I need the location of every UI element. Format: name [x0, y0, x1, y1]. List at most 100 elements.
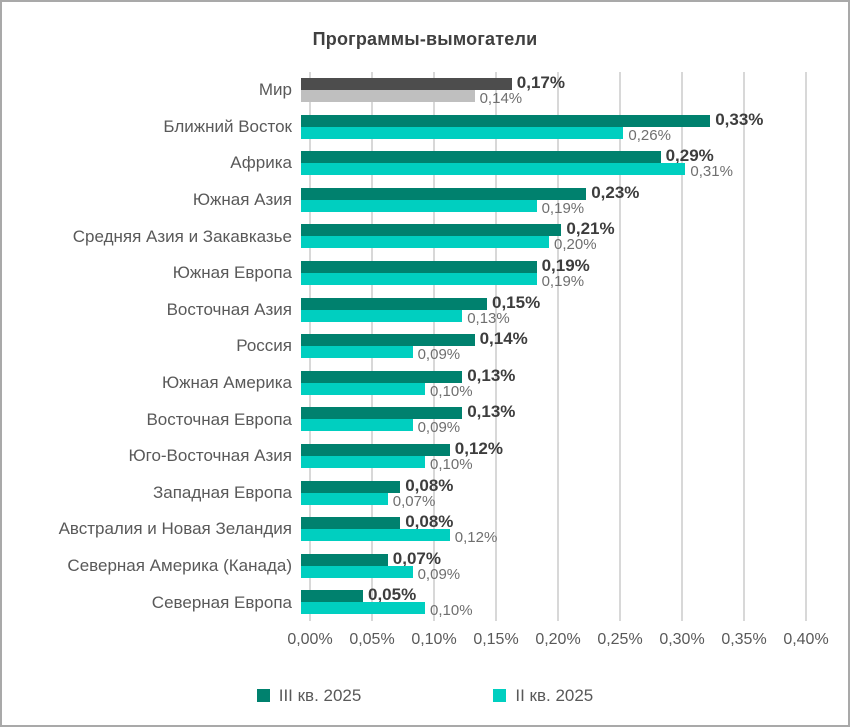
- chart-row: Южная Америка 0,13% 0,10%: [2, 365, 848, 402]
- value-label-q3: 0,19%: [541, 255, 590, 275]
- bar-q2-2025: [301, 346, 413, 359]
- chart-row: Восточная Азия 0,15% 0,13%: [2, 292, 848, 329]
- chart-row: Австралия и Новая Зеландия 0,08% 0,12%: [2, 511, 848, 548]
- bar-group: 0,14% 0,09%: [301, 328, 797, 365]
- bar-group: 0,13% 0,10%: [301, 365, 797, 402]
- chart-row: Южная Европа 0,19% 0,19%: [2, 255, 848, 292]
- bar-q3-2025: [301, 297, 487, 310]
- x-tick-label: 0,30%: [659, 630, 705, 648]
- bar-q3-2025: [301, 590, 363, 603]
- bar-group: 0,12% 0,10%: [301, 438, 797, 475]
- value-label-q2: 0,14%: [479, 90, 523, 107]
- gridline: [433, 72, 435, 621]
- bar-q3-2025: [301, 443, 450, 456]
- category-label: Россия: [236, 336, 292, 356]
- value-label-q2: 0,19%: [541, 199, 585, 217]
- value-label-q2: 0,07%: [392, 492, 436, 510]
- category-label: Южная Америка: [161, 373, 292, 393]
- x-tick-label: 0,10%: [411, 630, 457, 648]
- category-label: Северная Европа: [151, 592, 292, 612]
- chart-row: Северная Америка (Канада) 0,07% 0,09%: [2, 548, 848, 585]
- chart-row: Южная Азия 0,23% 0,19%: [2, 182, 848, 219]
- bar-q2-2025: [301, 126, 624, 139]
- x-tick-label: 0,25%: [597, 630, 643, 648]
- bar-q3-2025: [301, 370, 463, 383]
- bar-q2-2025: [301, 602, 425, 615]
- bar-group: 0,23% 0,19%: [301, 182, 797, 219]
- x-tick-label: 0,05%: [349, 630, 395, 648]
- x-tick-label: 0,00%: [287, 630, 333, 648]
- legend-item-q3-2025: III кв. 2025: [256, 685, 362, 706]
- value-label-q2: 0,09%: [417, 419, 461, 437]
- bar-q3-2025: [301, 78, 512, 90]
- category-label: Западная Европа: [152, 482, 292, 502]
- bar-q2-2025: [301, 492, 388, 505]
- x-tick-label: 0,40%: [783, 630, 829, 648]
- category-label: Австралия и Новая Зеландия: [58, 519, 292, 539]
- category-label: Северная Америка (Канада): [67, 556, 292, 576]
- value-label-q2: 0,09%: [417, 346, 461, 364]
- chart-row: Восточная Европа 0,13% 0,09%: [2, 401, 848, 438]
- legend: III кв. 2025 II кв. 2025: [2, 685, 848, 707]
- bar-q2-2025: [301, 382, 425, 395]
- legend-label-q2: II кв. 2025: [515, 685, 594, 705]
- chart-row: Африка 0,29% 0,31%: [2, 145, 848, 182]
- plot-area: Мир 0,17% 0,14% Ближний Восток 0,33% 0,26% Афр…: [2, 72, 848, 621]
- bar-q2-2025: [301, 236, 549, 249]
- bar-q2-2025: [301, 272, 537, 285]
- bar-q2-2025: [301, 90, 475, 102]
- value-label-q2: 0,10%: [430, 455, 473, 473]
- value-label-q3: 0,33%: [715, 109, 764, 129]
- bar-q3-2025: [301, 407, 463, 420]
- legend-label-q3: III кв. 2025: [278, 685, 362, 705]
- value-label-q3: 0,17%: [516, 73, 565, 92]
- value-label-q3: 0,05%: [368, 585, 417, 605]
- category-label: Юго-Восточная Азия: [128, 446, 292, 466]
- value-label-q2: 0,19%: [541, 272, 585, 290]
- value-label-q3: 0,12%: [454, 438, 503, 458]
- chart-row: Россия 0,14% 0,09%: [2, 328, 848, 365]
- legend-item-q2-2025: II кв. 2025: [493, 686, 593, 706]
- value-label-q3: 0,08%: [405, 512, 454, 532]
- x-tick-label: 0,15%: [473, 630, 519, 648]
- gridline: [557, 72, 559, 621]
- category-label: Африка: [230, 153, 292, 173]
- bar-q2-2025: [301, 199, 537, 212]
- category-label: Ближний Восток: [163, 116, 292, 136]
- chart-row: Средняя Азия и Закавказье 0,21% 0,20%: [2, 218, 848, 255]
- bar-group: 0,21% 0,20%: [301, 218, 797, 255]
- value-label-q3: 0,15%: [492, 292, 541, 312]
- legend-marker-q3-icon: [256, 689, 270, 703]
- category-label: Южная Азия: [192, 190, 292, 210]
- value-label-q3: 0,23%: [591, 182, 640, 202]
- gridline: [495, 72, 497, 621]
- bar-q2-2025: [301, 309, 463, 322]
- value-label-q2: 0,09%: [417, 565, 461, 583]
- bar-group: 0,19% 0,19%: [301, 255, 797, 292]
- chart-row: Ближний Восток 0,33% 0,26%: [2, 109, 848, 146]
- bar-rows: Мир 0,17% 0,14% Ближний Восток 0,33% 0,26% Афр…: [2, 72, 848, 621]
- category-label: Мир: [258, 80, 292, 100]
- category-label: Восточная Азия: [166, 299, 292, 319]
- bar-q3-2025: [301, 260, 537, 273]
- bar-q2-2025: [301, 565, 413, 578]
- bar-group: 0,05% 0,10%: [301, 584, 797, 621]
- chart-row: Северная Европа 0,05% 0,10%: [2, 584, 848, 621]
- bar-q2-2025: [301, 529, 450, 542]
- bar-q3-2025: [301, 224, 562, 237]
- value-label-q3: 0,07%: [392, 548, 441, 568]
- x-axis: 0,00% 0,05% 0,10% 0,15% 0,20% 0,25% 0,30% 0,35%…: [287, 621, 828, 653]
- category-label: Средняя Азия и Закавказье: [72, 226, 292, 246]
- chart-row: Мир 0,17% 0,14%: [2, 72, 848, 109]
- chart-row: Западная Европа 0,08% 0,07%: [2, 475, 848, 512]
- value-label-q3: 0,14%: [479, 329, 528, 349]
- value-label-q3: 0,13%: [467, 365, 516, 385]
- bar-q3-2025: [301, 151, 661, 164]
- bar-group: 0,15% 0,13%: [301, 292, 797, 329]
- gridline: [743, 72, 745, 621]
- value-label-q3: 0,13%: [467, 402, 516, 422]
- gridline: [619, 72, 621, 621]
- bar-group: 0,13% 0,09%: [301, 401, 797, 438]
- gridline: [681, 72, 683, 621]
